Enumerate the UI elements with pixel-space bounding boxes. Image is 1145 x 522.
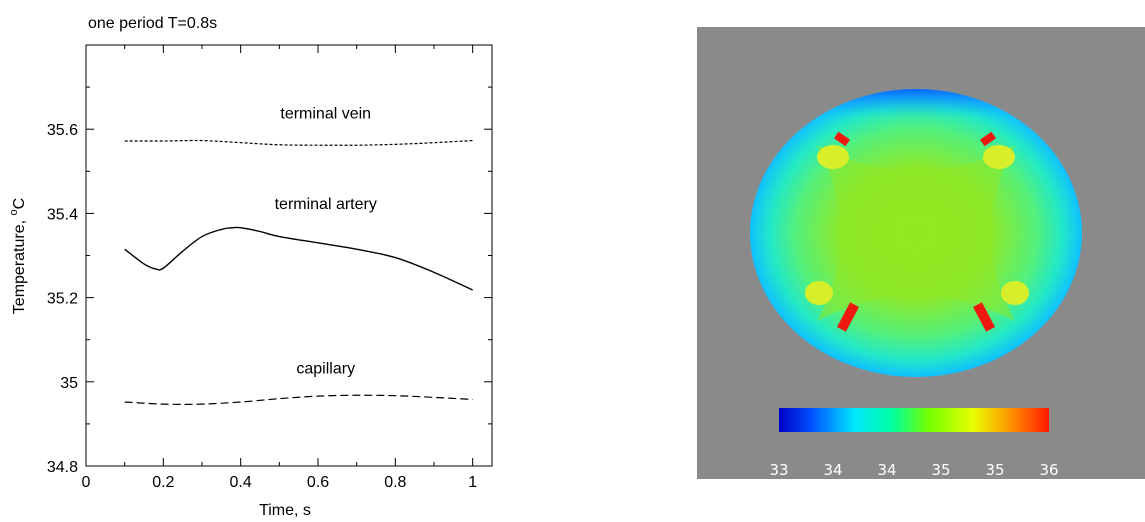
colorbar-tick-label: 33: [769, 461, 789, 479]
colorbar: [779, 408, 1049, 432]
warm-region-top-right: [983, 145, 1015, 169]
series-line-capillary: [124, 394, 473, 405]
x-tick-label: 0.4: [230, 474, 252, 491]
vessel-bottom-right: [973, 302, 995, 332]
series-annotation: capillary: [296, 360, 355, 377]
temperature-heatmap-panel: 33 34 34 35 35 36: [697, 27, 1145, 479]
y-tick-label: 35.2: [47, 291, 78, 308]
y-tick-label: 34.8: [47, 459, 78, 476]
x-tick-label: 0.8: [384, 474, 406, 491]
colorbar-tick-label: 34: [877, 461, 897, 479]
colorbar-tick-label: 35: [985, 461, 1005, 479]
y-tick-label: 35: [60, 375, 78, 392]
y-axis-label: Temperature, oC: [8, 198, 28, 314]
y-axis-label-main: Temperature,: [11, 215, 28, 314]
series-annotation: terminal artery: [275, 196, 377, 213]
y-tick-label: 35.4: [47, 206, 78, 223]
x-tick-label: 0: [82, 474, 91, 491]
y-axis-label-unit: C: [11, 198, 28, 210]
chart-title: one period T=0.8s: [88, 15, 217, 32]
vessel-top-left: [833, 131, 851, 147]
cross-pattern: [817, 145, 1015, 321]
colorbar-tick-label: 36: [1039, 461, 1059, 479]
warm-region-top-left: [817, 145, 849, 169]
series-line-terminal-artery: [124, 226, 473, 291]
y-tick-label: 35.6: [47, 122, 78, 139]
x-tick-label: 0.6: [307, 474, 329, 491]
x-tick-label: 0.2: [152, 474, 174, 491]
vessel-top-right: [979, 131, 997, 147]
temperature-line-chart: one period T=0.8s 0 0.2 0.4 0.6 0.8 1 34.8 35 3…: [8, 15, 493, 519]
x-axis-label: Time, s: [259, 502, 311, 519]
y-axis-label-degree: o: [8, 209, 20, 215]
warm-region-bottom-right: [1001, 281, 1029, 305]
series-annotation: terminal vein: [280, 106, 371, 123]
warm-region-bottom-left: [805, 281, 833, 305]
colorbar-tick-label: 35: [931, 461, 951, 479]
colorbar-tick-label: 34: [823, 461, 843, 479]
vessel-bottom-left: [837, 302, 859, 332]
series-line-terminal-vein: [124, 139, 473, 146]
x-tick-label: 1: [468, 474, 477, 491]
temperature-heatmap: [750, 89, 1082, 432]
